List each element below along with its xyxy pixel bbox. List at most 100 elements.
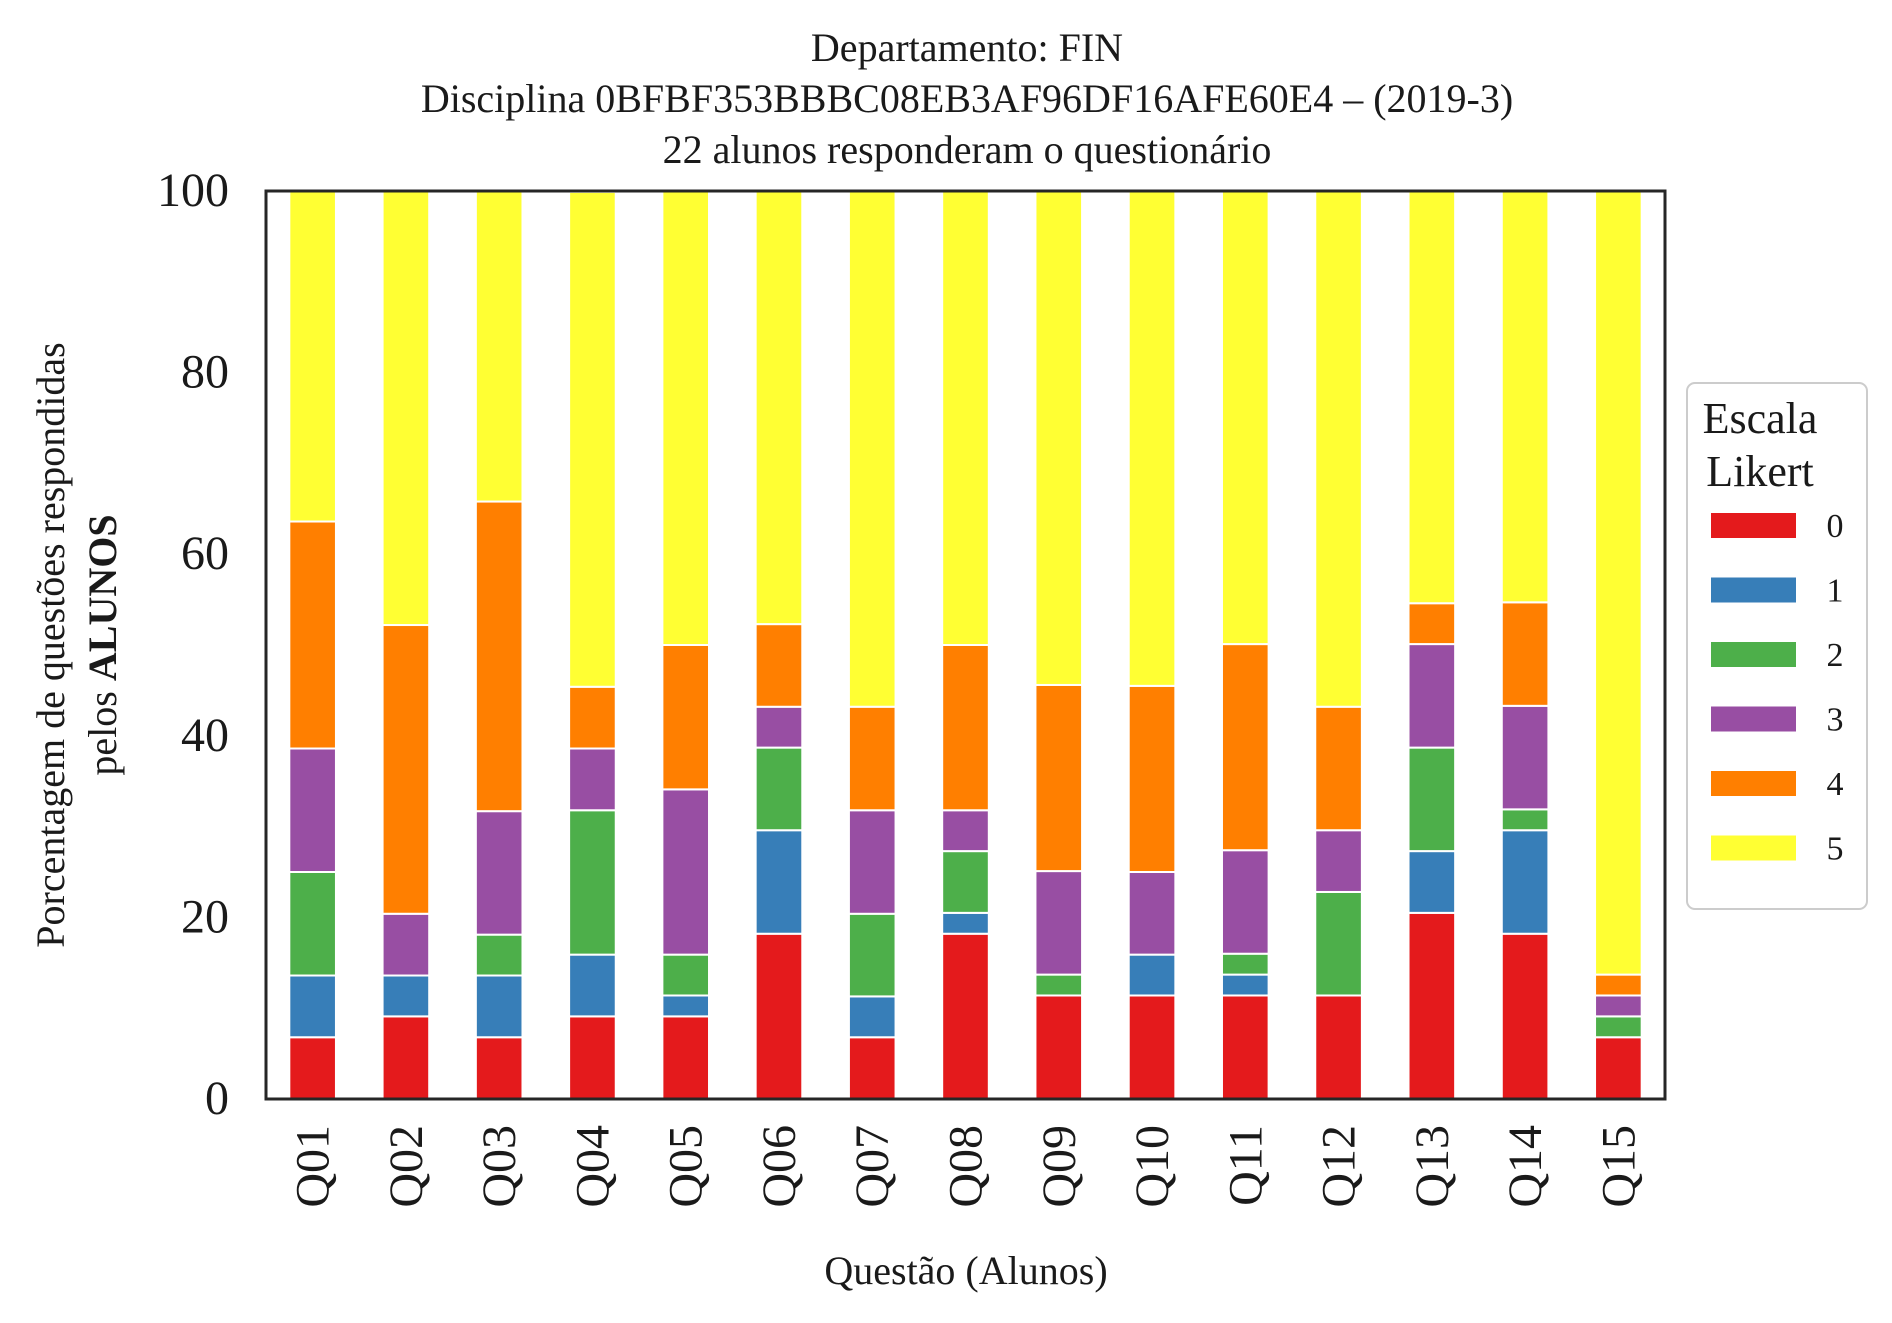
bar-Q04-likert-4 — [568, 685, 617, 750]
x-axis-label: Questão (Alunos) — [824, 1248, 1107, 1293]
bar-Q11-likert-4 — [1220, 643, 1270, 852]
x-tick-label-Q09: Q09 — [1033, 1125, 1086, 1208]
y-axis-label-line-1: Porcentagem de questões respondidas — [28, 342, 73, 947]
x-tick-label-Q02: Q02 — [380, 1125, 433, 1208]
x-tick-label-Q06: Q06 — [753, 1125, 806, 1208]
bar-Q13-likert-5 — [1407, 190, 1457, 605]
legend: Escala Likert 0 1 2 3 4 5 — [1686, 382, 1868, 910]
bar-Q08-likert-5 — [941, 190, 990, 646]
legend-swatch-4 — [1711, 771, 1796, 796]
legend-swatch-1 — [1711, 577, 1796, 603]
bar-Q04-likert-1 — [568, 953, 617, 1018]
bar-Q15-likert-4 — [1594, 973, 1643, 997]
bar-Q12-likert-3 — [1314, 829, 1363, 893]
bar-Q04-likert-2 — [568, 809, 617, 956]
bar-Q06-likert-1 — [754, 829, 804, 935]
y-tick-label-60: 60 — [181, 527, 229, 580]
bar-Q12-likert-2 — [1314, 890, 1363, 997]
bar-Q03-likert-2 — [474, 933, 524, 977]
bar-Q13-likert-4 — [1407, 602, 1457, 646]
bar-Q06-likert-5 — [754, 190, 804, 626]
plot-frame — [264, 189, 1667, 1101]
bar-Q11-likert-0 — [1220, 994, 1270, 1100]
x-tick-label-Q14: Q14 — [1499, 1125, 1552, 1208]
bar-Q15-likert-2 — [1594, 1015, 1643, 1039]
bar-Q08-likert-3 — [941, 809, 990, 853]
x-tick-Q10: Q10 — [1126, 1125, 1179, 1208]
x-tick-Q08: Q08 — [940, 1125, 993, 1208]
bar-Q13-likert-3 — [1407, 643, 1457, 749]
bar-Q11-likert-5 — [1220, 190, 1270, 646]
bar-Q15-likert-3 — [1594, 994, 1643, 1018]
x-tick-Q14: Q14 — [1499, 1125, 1552, 1208]
bar-Q07-likert-5 — [847, 190, 897, 708]
x-tick-label-Q04: Q04 — [566, 1125, 619, 1208]
bar-Q06-likert-3 — [754, 705, 804, 749]
bar-Q02-likert-5 — [381, 190, 431, 627]
bar-Q04-likert-0 — [568, 1015, 617, 1100]
bar-Q09-likert-0 — [1034, 994, 1084, 1100]
bar-Q03-likert-0 — [474, 1036, 524, 1101]
legend-label-0: 0 — [1827, 508, 1844, 545]
x-tick-Q04: Q04 — [566, 1125, 619, 1208]
bar-Q14-likert-1 — [1500, 829, 1550, 935]
bar-Q01-likert-0 — [288, 1036, 337, 1101]
bar-Q01-likert-3 — [288, 747, 337, 874]
bar-Q09-likert-3 — [1034, 870, 1084, 976]
bar-Q01-likert-4 — [288, 520, 337, 750]
y-axis-label-prefix: pelos — [80, 681, 125, 775]
legend-label-1: 1 — [1827, 573, 1844, 610]
legend-label-2: 2 — [1827, 637, 1844, 674]
bar-Q14-likert-0 — [1500, 932, 1550, 1100]
y-axis-label-line-2: pelos ALUNOS — [80, 514, 125, 775]
x-tick-label-Q03: Q03 — [473, 1125, 526, 1208]
x-tick-Q07: Q07 — [846, 1125, 899, 1208]
bar-Q07-likert-3 — [847, 809, 897, 915]
bar-Q02-likert-4 — [381, 624, 431, 915]
bar-Q08-likert-0 — [941, 932, 990, 1100]
bar-Q04-likert-5 — [568, 190, 617, 688]
legend-swatch-5 — [1711, 835, 1796, 861]
x-tick-label-Q12: Q12 — [1313, 1125, 1366, 1208]
bar-Q14-likert-4 — [1500, 601, 1550, 707]
bar-Q01-likert-2 — [288, 871, 337, 977]
legend-label-5: 5 — [1827, 831, 1844, 868]
x-tick-Q13: Q13 — [1406, 1125, 1459, 1208]
bar-Q13-likert-1 — [1407, 850, 1457, 914]
bar-Q15-likert-0 — [1594, 1036, 1643, 1101]
y-axis-label-bold: ALUNOS — [80, 514, 125, 681]
x-tick-label-Q01: Q01 — [287, 1125, 340, 1208]
bar-Q03-likert-4 — [474, 500, 524, 813]
y-tick-label-0: 0 — [205, 1072, 229, 1125]
x-tick-label-Q10: Q10 — [1126, 1125, 1179, 1208]
bar-Q13-likert-2 — [1407, 746, 1457, 853]
y-axis-label-2: pelos ALUNOS — [80, 514, 125, 775]
y-tick-label-20: 20 — [181, 890, 229, 943]
bar-Q13-likert-0 — [1407, 911, 1457, 1100]
x-tick-Q12: Q12 — [1313, 1125, 1366, 1208]
bar-Q10-likert-5 — [1127, 190, 1177, 687]
bar-Q15-likert-5 — [1594, 190, 1643, 976]
bar-Q05-likert-4 — [661, 644, 711, 791]
bar-Q04-likert-3 — [568, 747, 617, 812]
bar-Q11-likert-3 — [1220, 849, 1270, 955]
bar-Q02-likert-0 — [381, 1015, 431, 1100]
bar-Q08-likert-2 — [941, 850, 990, 914]
bar-Q10-likert-1 — [1127, 953, 1177, 997]
x-tick-label-Q15: Q15 — [1592, 1125, 1645, 1208]
legend-swatch-0 — [1711, 513, 1796, 538]
y-tick-label-40: 40 — [181, 709, 229, 762]
bar-Q02-likert-1 — [381, 974, 431, 1018]
x-tick-Q06: Q06 — [753, 1125, 806, 1208]
bar-Q06-likert-4 — [754, 623, 804, 708]
legend-title-line-1: Escala — [1703, 394, 1818, 443]
bar-Q12-likert-4 — [1314, 705, 1363, 832]
bar-Q05-likert-0 — [661, 1015, 711, 1100]
legend-title-line-2: Likert — [1706, 447, 1814, 496]
bar-Q07-likert-2 — [847, 912, 897, 998]
bar-Q01-likert-5 — [288, 190, 337, 523]
legend-swatch-2 — [1711, 642, 1796, 667]
bar-Q07-likert-0 — [847, 1036, 897, 1101]
bar-Q05-likert-3 — [661, 788, 711, 956]
bar-Q09-likert-4 — [1034, 683, 1084, 873]
